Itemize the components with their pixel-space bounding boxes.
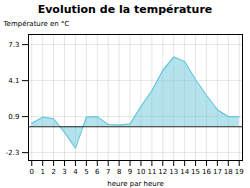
svg-text:7.3: 7.3 [8,41,19,49]
svg-text:6: 6 [95,168,100,176]
svg-text:10: 10 [136,168,145,176]
svg-text:Température en °C: Température en °C [3,20,70,28]
svg-text:9: 9 [128,168,132,176]
svg-text:15: 15 [191,168,200,176]
svg-text:12: 12 [158,168,167,176]
svg-text:5: 5 [84,168,88,176]
svg-text:17: 17 [213,168,222,176]
html-text:Evolution de la température: Evolution de la température [37,3,213,16]
svg-text:0.9: 0.9 [8,113,19,121]
svg-text:3: 3 [62,168,66,176]
svg-text:13: 13 [169,168,178,176]
svg-text:18: 18 [224,168,233,176]
svg-text:4: 4 [73,168,78,176]
svg-text:19: 19 [235,168,244,176]
svg-text:0: 0 [30,168,34,176]
svg-text:16: 16 [202,168,211,176]
svg-text:14: 14 [180,168,189,176]
svg-text:1: 1 [40,168,44,176]
svg-text:2: 2 [51,168,55,176]
svg-text:7: 7 [106,168,110,176]
svg-text:11: 11 [147,168,156,176]
svg-text:-2.3: -2.3 [6,149,20,157]
svg-text:8: 8 [117,168,121,176]
svg-text:heure par heure: heure par heure [107,180,163,188]
svg-text:4.1: 4.1 [8,77,19,85]
